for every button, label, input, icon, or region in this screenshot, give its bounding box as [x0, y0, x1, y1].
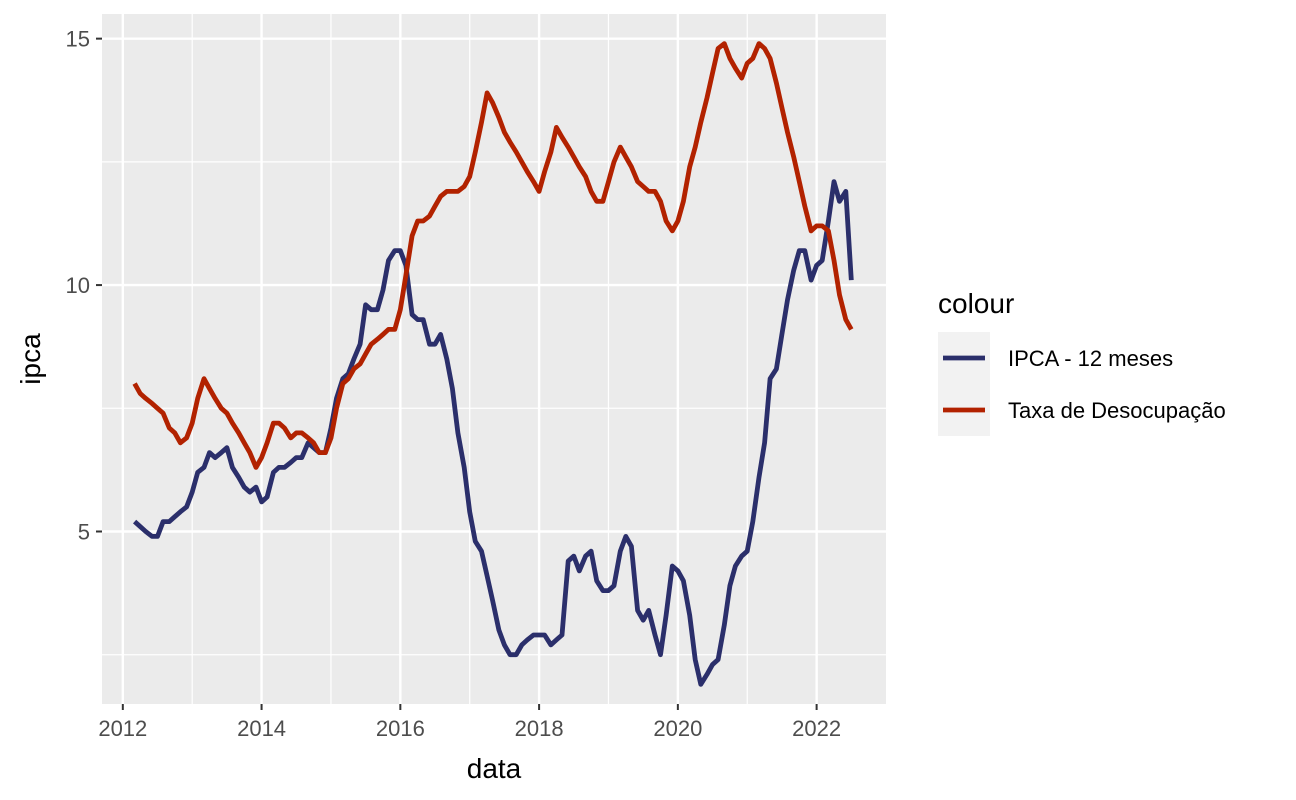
series-line-desocupacao: [132, 41, 854, 470]
major-gridlines: [102, 14, 886, 704]
y-tick-label: 10: [66, 273, 90, 298]
x-axis-title: data: [467, 753, 522, 784]
x-tick-label: 2014: [237, 716, 286, 741]
legend-key-background: [938, 332, 990, 436]
minor-gridlines: [102, 14, 886, 704]
x-tick-label: 2020: [653, 716, 702, 741]
legend-label: Taxa de Desocupação: [1008, 398, 1226, 423]
x-tick-label: 2016: [376, 716, 425, 741]
x-axis-ticks: 2012 2014 2016 2018 2020 2022: [98, 704, 841, 741]
legend-entries: IPCA - 12 meses Taxa de Desocupação: [943, 346, 1226, 423]
y-tick-label: 5: [78, 520, 90, 545]
y-tick-label: 15: [66, 27, 90, 52]
legend-title: colour: [938, 288, 1014, 319]
series-line-ipca: [133, 179, 854, 687]
series-lines: [132, 41, 854, 687]
y-axis-ticks: 5 10 15: [66, 27, 102, 545]
legend: colour IPCA - 12 meses Taxa de Desocupaçã…: [938, 288, 1226, 436]
y-axis-title: ipca: [15, 333, 46, 385]
plot-panel: [102, 14, 886, 704]
x-tick-label: 2012: [98, 716, 147, 741]
legend-label: IPCA - 12 meses: [1008, 346, 1173, 371]
x-tick-label: 2022: [792, 716, 841, 741]
x-tick-label: 2018: [515, 716, 564, 741]
